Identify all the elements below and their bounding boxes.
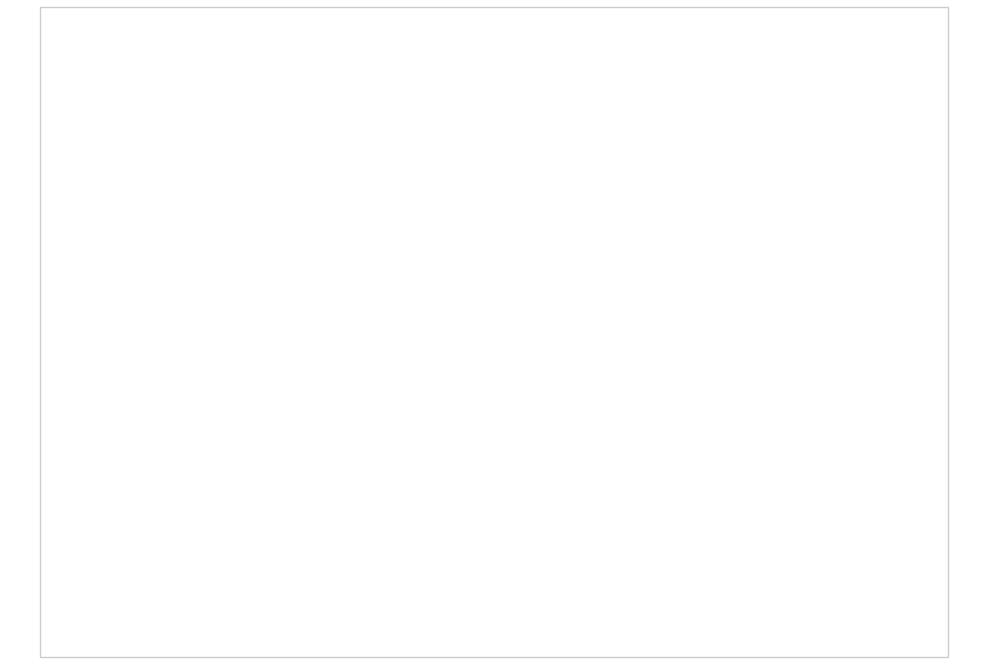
Text: depression than less affluent nations.  The researchers: depression than less affluent nations. T… <box>79 116 747 140</box>
Text: speculate that the higher rate of depression may be: speculate that the higher rate of depres… <box>79 173 715 197</box>
Text: income nations.: income nations. <box>79 286 273 309</box>
Text: reduced demand for medical services: reduced demand for medical services <box>153 599 612 623</box>
Text: High-income countries also have higher rates of: High-income countries also have higher r… <box>79 60 664 84</box>
Text: lower amount of real medical problems: lower amount of real medical problems <box>153 360 630 384</box>
Text: high number of poor: high number of poor <box>153 519 403 543</box>
Text: linked to the _____________that exists in the highest-: linked to the _____________that exists i… <box>79 229 707 254</box>
Text: greater income inequality: greater income inequality <box>153 440 467 463</box>
